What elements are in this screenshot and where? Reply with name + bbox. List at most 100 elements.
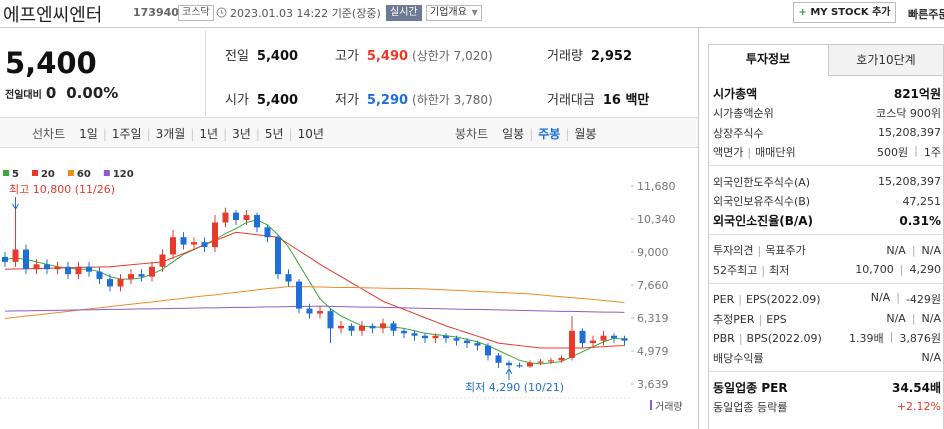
change-rate: 0.00% <box>66 84 119 102</box>
section-rule <box>709 165 943 166</box>
invest-value: 0.31% <box>899 213 941 228</box>
invest-values: 15,208,397 <box>878 175 941 188</box>
invest-labels: 동일업종 PER <box>713 379 892 396</box>
market-badge: 코스닥 <box>178 5 214 21</box>
invest-labels: 추정PER | EPS <box>713 311 886 327</box>
candle-body <box>590 340 596 344</box>
separator: | <box>255 126 260 141</box>
candle-body <box>191 242 197 245</box>
invest-values: N/A | N/A <box>886 312 941 325</box>
moving-average-line <box>4 285 625 319</box>
overview-button[interactable]: 기업개요 ▼ <box>426 5 482 21</box>
invest-label: 투자의견 <box>713 244 754 257</box>
candle-body <box>611 335 617 339</box>
invest-values: 15,208,397 <box>878 126 941 139</box>
period-tab[interactable]: 1주일 <box>111 127 142 141</box>
summary-value: 5,490 <box>366 49 409 64</box>
invest-values: 47,251 <box>903 195 942 208</box>
invest-row: 투자의견 | 목표주가 N/A | N/A <box>713 241 941 260</box>
chart: 11,680 10,340 9,000 7,660 6,319 4,979 3,639 5 20… <box>0 169 683 413</box>
invest-label: 외국인보유주식수(B) <box>713 195 811 208</box>
invest-label: 시가총액순위 <box>713 107 774 120</box>
invest-row: 동일업종 등락률 +2.12% <box>713 397 941 416</box>
invest-value: 15,208,397 <box>878 126 941 139</box>
candle-body <box>338 325 344 329</box>
invest-value: N/A <box>886 243 906 257</box>
change: 0 <box>45 84 57 102</box>
legend-swatch <box>31 170 38 176</box>
candle-body <box>422 335 428 339</box>
separator: | <box>223 126 228 141</box>
separator: | <box>896 291 900 304</box>
invest-values: 0.31% <box>899 214 941 228</box>
period-tab[interactable]: 3년 <box>232 127 251 141</box>
period-tab[interactable]: 5년 <box>264 127 284 141</box>
candle-body <box>380 323 386 329</box>
invest-label: 동일업종 PER <box>713 380 788 395</box>
mystock-text: MY STOCK 추가 <box>810 7 891 18</box>
invest-labels: 외국인보유주식수(B) <box>713 193 903 209</box>
candle-body <box>516 365 523 367</box>
invest-labels: PER | EPS(2022.09) <box>713 293 871 306</box>
separator: | <box>889 330 894 343</box>
invest-values: 821억원 <box>894 85 941 102</box>
candle-body <box>411 333 418 336</box>
candle-body <box>327 311 334 329</box>
candle-body <box>54 266 61 270</box>
invest-labels: 배당수익률 <box>713 350 922 366</box>
invest-value: -429원 <box>905 293 941 306</box>
invest-value: 코스닥 900위 <box>876 107 941 120</box>
candle-body <box>128 274 134 280</box>
invest-labels: 52주최고 | 최저 <box>713 262 855 278</box>
invest-value: 821억원 <box>893 87 941 101</box>
legend-label: 5 <box>12 169 19 180</box>
candle-body <box>65 266 71 275</box>
basis: 기준(장중) <box>331 7 381 20</box>
invest-value: 34.54배 <box>892 380 941 395</box>
y-tick-label: 6,319 <box>637 312 669 325</box>
invest-value: 1주 <box>923 146 941 159</box>
period-tab[interactable]: 10년 <box>297 127 324 141</box>
candle-tab[interactable]: 일봉 <box>502 127 525 141</box>
invest-values: N/A <box>922 351 941 364</box>
summary-label: 거래대금 <box>547 93 595 108</box>
quick-order[interactable]: 빠른주문 <box>908 8 944 21</box>
invest-row: 상장주식수 15,208,397 <box>713 123 941 142</box>
period-tab[interactable]: 3개월 <box>155 127 186 141</box>
invest-label: 매매단위 <box>755 146 796 159</box>
mystock-button[interactable]: + MY STOCK 추가 <box>793 2 896 23</box>
change-label: 전일대비 <box>5 90 42 101</box>
invest-label: PBR <box>713 331 735 345</box>
candle-tab[interactable]: 월봉 <box>574 127 597 141</box>
candle-body <box>138 274 145 277</box>
summary-value: 5,400 <box>256 49 299 64</box>
candle-body <box>359 325 365 331</box>
separator: | <box>757 244 762 257</box>
y-tick-label: 3,639 <box>637 378 669 391</box>
candle-body <box>453 338 460 341</box>
header-rule <box>0 27 944 28</box>
invest-row: 액면가 | 매매단위 500원 | 1주 <box>713 143 941 162</box>
invest-value: 10,700 <box>855 263 894 276</box>
low-arrow-head <box>505 368 513 375</box>
invest-tab[interactable]: 호가10단계 <box>828 44 944 76</box>
invest-label: 배당수익률 <box>713 351 764 365</box>
period-tab[interactable]: 1일 <box>79 127 98 141</box>
invest-label: EPS <box>766 312 787 326</box>
stock-name: 에프엔씨엔터 <box>3 5 103 26</box>
section-rule <box>709 370 943 372</box>
high-arrow-head <box>12 203 19 210</box>
invest-row: PBR | BPS(2022.09) 1.39배 | 3,876원 <box>713 329 941 348</box>
candle-tab[interactable]: 주봉 <box>538 127 561 141</box>
separator: | <box>738 331 743 345</box>
summary-note: (상한가 7,020) <box>412 49 493 63</box>
invest-label: 52주최고 <box>713 263 758 277</box>
invest-value: N/A <box>870 291 891 304</box>
current-price: 5,400 <box>5 46 97 80</box>
realtime-button[interactable]: 실시간 <box>386 5 422 21</box>
invest-row: 추정PER | EPS N/A | N/A <box>713 309 941 328</box>
period-tab[interactable]: 1년 <box>199 127 219 141</box>
y-tick-label: 7,660 <box>637 279 669 292</box>
invest-tab[interactable]: 투자정보 <box>745 52 791 66</box>
datetime: 2023.01.03 14:22 <box>230 7 329 20</box>
